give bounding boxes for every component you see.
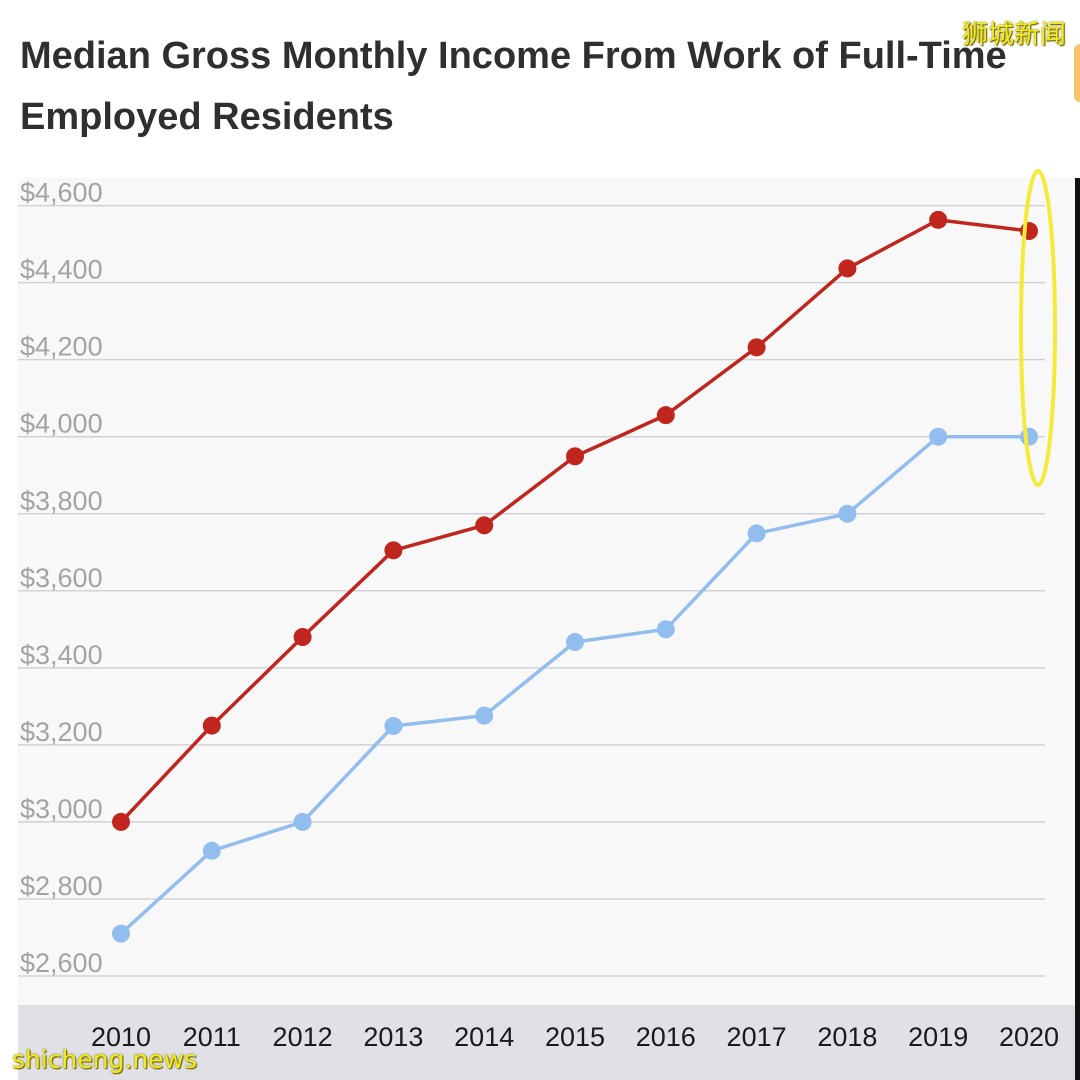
series-1-point xyxy=(838,259,857,278)
series-2-point xyxy=(475,706,494,725)
x-tick-label: 2012 xyxy=(273,1022,333,1052)
series-2-point xyxy=(1020,427,1038,446)
series-1-point xyxy=(656,406,675,425)
x-tick-label: 2018 xyxy=(817,1022,877,1052)
x-tick-label: 2014 xyxy=(454,1022,514,1052)
right-edge-bar xyxy=(1075,178,1080,1080)
x-axis-band xyxy=(18,1005,1080,1080)
y-tick-label: $2,600 xyxy=(20,948,103,978)
series-1-point xyxy=(112,812,130,831)
x-tick-label: 2020 xyxy=(999,1022,1059,1052)
series-1-point xyxy=(929,210,948,229)
highlight-ellipse xyxy=(1019,169,1057,487)
x-tick-label: 2010 xyxy=(91,1022,151,1052)
series-1-point xyxy=(384,541,403,560)
y-tick-label: $3,200 xyxy=(20,717,103,747)
series-2-point xyxy=(747,524,766,543)
watermark-logo-text: 狮城新闻 xyxy=(961,20,1066,50)
y-tick-label: $3,400 xyxy=(20,640,103,670)
x-tick-label: 2019 xyxy=(908,1022,968,1052)
y-tick-label: $4,200 xyxy=(20,332,103,362)
x-tick-label: 2011 xyxy=(183,1022,241,1052)
series-2-point xyxy=(566,633,584,652)
series-2-point xyxy=(112,924,130,943)
series-1-point xyxy=(566,447,584,466)
series-1-point xyxy=(475,516,494,535)
x-tick-label: 2017 xyxy=(727,1022,787,1052)
y-tick-label: $4,600 xyxy=(20,178,103,208)
y-tick-label: $3,800 xyxy=(20,486,103,516)
chart-title: Median Gross Monthly Income From Work of… xyxy=(20,35,1007,138)
x-tick-label: 2015 xyxy=(545,1022,605,1052)
y-axis-ticks: $2,600 $2,800 $3,000 $3,200 $3,400 $3,600 $3,8… xyxy=(20,178,103,978)
x-tick-label: 2016 xyxy=(636,1022,696,1052)
series-2-point xyxy=(656,620,675,639)
series-1-point xyxy=(202,716,221,735)
x-tick-label: 2013 xyxy=(363,1022,423,1052)
series-2-point xyxy=(929,427,948,446)
y-tick-label: $3,600 xyxy=(20,563,103,593)
y-tick-label: $4,000 xyxy=(20,409,103,439)
series-2-point xyxy=(202,841,221,860)
series-2-point xyxy=(384,717,403,736)
y-tick-label: $2,800 xyxy=(20,871,103,901)
y-tick-label: $4,400 xyxy=(20,255,103,285)
gridlines xyxy=(18,204,1045,977)
series-2-point xyxy=(838,504,857,523)
series-1-point xyxy=(293,628,312,647)
side-tab[interactable] xyxy=(1074,44,1080,102)
series-1-point xyxy=(747,338,766,357)
watermark-site: shicheng.news xyxy=(12,1045,198,1074)
y-tick-label: $3,000 xyxy=(20,794,103,824)
x-axis-ticks: 2010 2011 2012 2013 2014 2015 2016 2017 2018 2019… xyxy=(91,1022,1059,1052)
series-2-point xyxy=(293,812,312,831)
